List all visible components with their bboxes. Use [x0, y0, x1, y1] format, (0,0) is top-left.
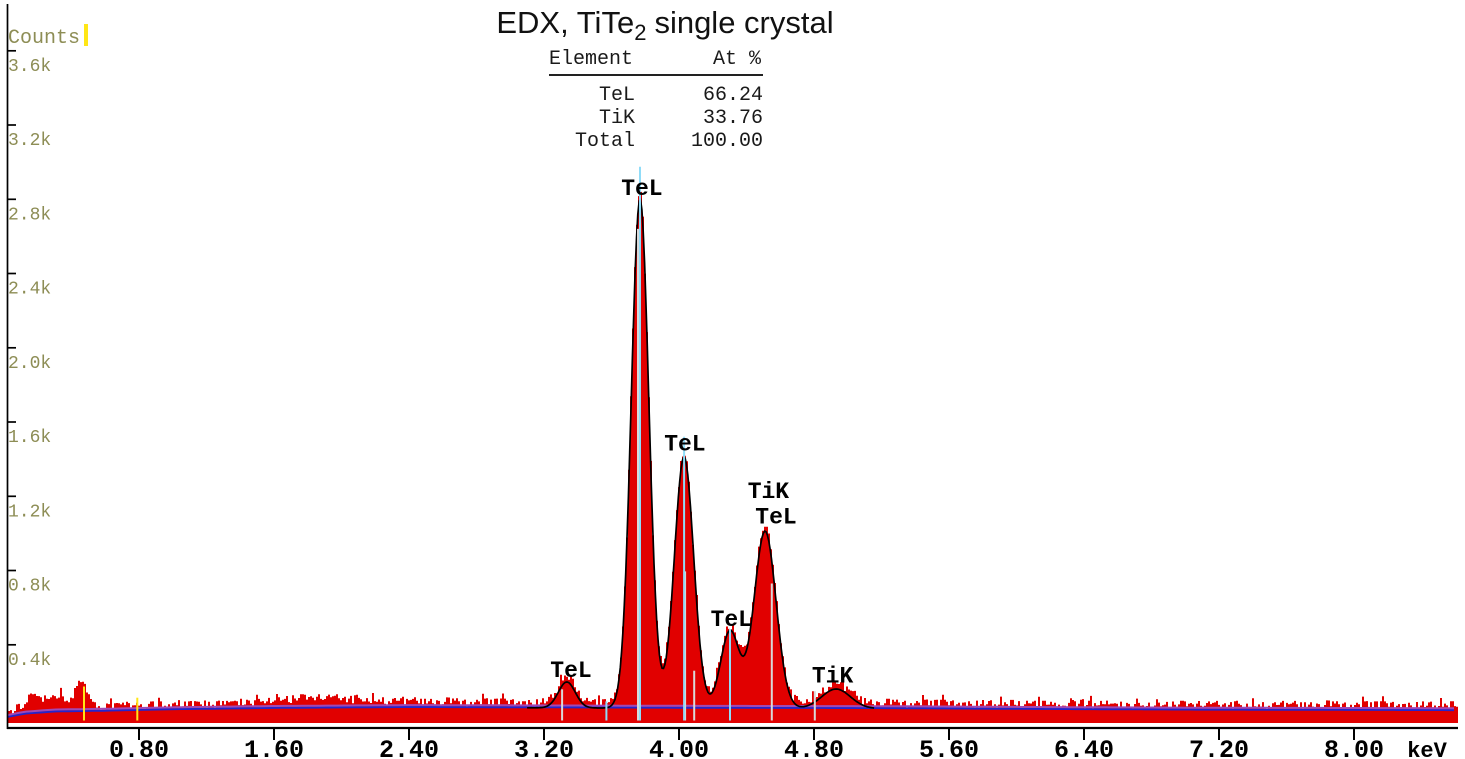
peak-label: TeL: [621, 176, 662, 202]
y-tick-label: 0.8k: [8, 577, 51, 597]
element-name: Total: [574, 130, 635, 153]
chart-title: EDX, TiTe2 single crystal: [496, 5, 833, 45]
table-row: TeL 66.24: [549, 84, 763, 107]
peak-label: TiK: [812, 664, 854, 690]
x-tick-label: 4.80: [784, 736, 844, 759]
y-tick-label: 2.4k: [8, 280, 51, 300]
element-name: TeL: [598, 84, 635, 107]
spectrum-area: [8, 191, 1458, 723]
x-axis-unit: keV: [1407, 739, 1447, 759]
peak-label: TeL: [664, 431, 705, 457]
x-tick-label: 0.80: [109, 736, 169, 759]
klm-marker-lines: [83, 166, 816, 721]
y-tick-label: 1.6k: [8, 428, 51, 448]
element-table-header-atpercent: At %: [712, 48, 761, 71]
y-tick-label: 2.0k: [8, 354, 51, 374]
y-tick-label: 2.8k: [8, 205, 51, 225]
y-tick-label: 0.4k: [8, 651, 51, 671]
element-value: 100.00: [690, 130, 763, 153]
axes: 0.80 1.60 2.40 3.20 4.00 4.80 5.60 6.40 7.20 8.00…: [6, 4, 1458, 759]
table-row: TiK 33.76: [549, 107, 763, 130]
element-table-header: Element At %: [549, 48, 763, 76]
x-tick-label: 3.20: [514, 736, 574, 759]
peak-label: TiK: [748, 479, 790, 505]
peak-fit-line: [527, 197, 875, 709]
element-table: Element At % TeL 66.24 TiK 33.76 Total 1…: [549, 48, 763, 153]
y-tick-label: 1.2k: [8, 502, 51, 522]
x-tick-label: 4.00: [649, 736, 709, 759]
y-axis-title: Counts: [8, 27, 80, 50]
element-name: TiK: [598, 107, 635, 130]
table-row: Total 100.00: [549, 130, 763, 153]
text-cursor-caret: [84, 24, 88, 46]
spectrum-series: [8, 191, 1458, 723]
peak-label: TeL: [755, 505, 796, 531]
x-tick-label: 7.20: [1189, 736, 1249, 759]
chart-title-subscript: 2: [634, 20, 646, 45]
x-tick-label: 8.00: [1324, 736, 1384, 759]
peak-label: TeL: [711, 607, 752, 633]
y-tick-label: 3.2k: [8, 131, 51, 151]
x-tick-label: 5.60: [919, 736, 979, 759]
chart-title-prefix: EDX, TiTe: [496, 5, 634, 40]
y-tick-label: 3.6k: [8, 57, 51, 77]
element-value: 66.24: [702, 84, 763, 107]
element-value: 33.76: [702, 107, 763, 130]
peak-label: TeL: [550, 658, 591, 684]
x-tick-label: 6.40: [1054, 736, 1114, 759]
chart-title-suffix: single crystal: [654, 5, 833, 40]
x-tick-label: 1.60: [244, 736, 304, 759]
x-tick-label: 2.40: [379, 736, 439, 759]
element-table-header-element: Element: [549, 48, 634, 71]
